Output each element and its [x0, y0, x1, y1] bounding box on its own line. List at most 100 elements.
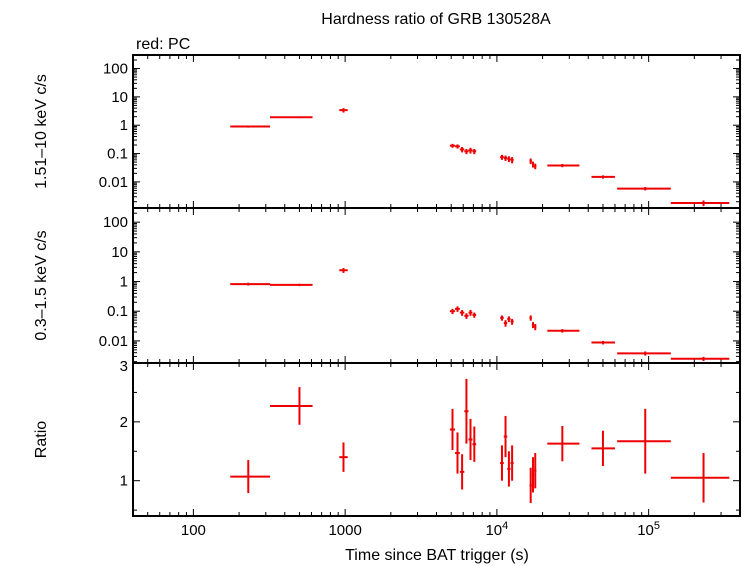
- data-point: [230, 460, 271, 494]
- data-point: [531, 161, 535, 168]
- y-tick-label: 1: [120, 117, 128, 134]
- data-point: [500, 154, 504, 160]
- data-point: [507, 156, 511, 163]
- y-axis-label: 1.51–10 keV c/s: [33, 74, 50, 189]
- y-tick-marks: [133, 362, 740, 511]
- data-point: [547, 329, 580, 333]
- y-tick-label: 3: [120, 358, 128, 375]
- panel-hard-band: 100 10 1 0.1 0.01 1.51–10 keV c/s: [33, 54, 741, 209]
- data-point: [507, 451, 511, 487]
- data-point: [534, 324, 537, 331]
- data-point: [449, 143, 456, 148]
- panel-soft-band: 100 10 1 0.1 0.01 0.3–1.5 keV c/s: [33, 207, 741, 364]
- data-point: [503, 155, 508, 161]
- panel-frame: [132, 207, 741, 364]
- data-point: [339, 108, 348, 113]
- data-point: [670, 200, 730, 207]
- data-point: [547, 425, 580, 462]
- data-point: [472, 426, 477, 462]
- y-tick-label: 0.01: [99, 174, 128, 191]
- x-tick-marks: [132, 208, 741, 363]
- data-point: [547, 163, 580, 168]
- data-point: [449, 308, 456, 315]
- data-point: [529, 467, 532, 504]
- y-tick-label: 10: [111, 244, 128, 261]
- data-point: [472, 148, 477, 155]
- data-point: [464, 313, 469, 319]
- data-point: [507, 316, 511, 323]
- data-point: [339, 268, 348, 273]
- y-axis-label: 0.3–1.5 keV c/s: [33, 230, 50, 340]
- y-tick-label: 2: [120, 414, 128, 431]
- y-tick-label: 100: [103, 61, 128, 78]
- data-point: [617, 351, 671, 356]
- y-tick-label: 10: [111, 89, 128, 106]
- data-point: [617, 408, 671, 474]
- data-point: [503, 415, 508, 458]
- panel-hardness-ratio: 3 2 1 Ratio 100 1000 104 105: [33, 358, 741, 539]
- data-point: [468, 418, 473, 461]
- data-point: [670, 356, 730, 362]
- data-point: [468, 309, 473, 316]
- data-point: [459, 147, 465, 153]
- data-point: [230, 125, 271, 128]
- x-tick-exponent: 4: [502, 520, 508, 532]
- data-point: [670, 453, 730, 503]
- data-point: [270, 387, 313, 425]
- data-point: [617, 187, 671, 191]
- data-point: [534, 453, 537, 489]
- data-point: [459, 309, 465, 316]
- data-point: [270, 116, 313, 119]
- data-point: [455, 306, 460, 312]
- y-tick-label: 0.1: [107, 303, 128, 320]
- data-point: [468, 147, 473, 154]
- data-point: [510, 157, 514, 164]
- data-point: [464, 378, 469, 444]
- x-tick-label: 104: [485, 520, 508, 539]
- data-point: [503, 320, 508, 327]
- y-tick-label: 0.1: [107, 146, 128, 163]
- data-point: [510, 318, 514, 325]
- panel-frame: [132, 54, 741, 209]
- chart-title: Hardness ratio of GRB 130528A: [321, 11, 551, 28]
- data-series: [230, 108, 730, 207]
- data-point: [531, 322, 535, 329]
- x-tick-exponent: 5: [654, 520, 660, 532]
- y-tick-label: 0.01: [99, 333, 128, 350]
- panel-frame: [132, 362, 741, 517]
- y-tick-marks: [133, 207, 740, 363]
- y-tick-label: 1: [120, 473, 128, 490]
- data-point: [531, 457, 535, 493]
- data-point: [455, 144, 460, 149]
- legend-text: red: PC: [136, 36, 190, 53]
- y-tick-marks: [133, 54, 740, 203]
- data-point: [472, 312, 477, 318]
- data-point: [529, 158, 532, 164]
- data-point: [529, 315, 532, 321]
- data-point: [500, 315, 504, 321]
- data-point: [270, 283, 313, 287]
- x-tick-marks: [132, 363, 741, 516]
- data-point: [510, 445, 514, 481]
- data-point: [459, 454, 465, 490]
- data-point: [230, 282, 271, 286]
- data-point: [500, 445, 504, 481]
- x-tick-label: 100: [181, 522, 206, 539]
- data-point: [591, 340, 615, 345]
- x-tick-label: 105: [637, 520, 660, 539]
- data-point: [455, 432, 460, 474]
- x-axis-label: Time since BAT trigger (s): [345, 547, 529, 564]
- y-axis-label: Ratio: [33, 421, 50, 458]
- x-tick-marks: [132, 55, 741, 208]
- data-series: [230, 378, 730, 504]
- data-point: [464, 148, 469, 155]
- data-point: [339, 442, 348, 472]
- data-point: [534, 163, 537, 170]
- data-point: [449, 408, 456, 451]
- data-point: [591, 175, 615, 179]
- y-tick-label: 100: [103, 214, 128, 231]
- data-point: [591, 430, 615, 466]
- x-tick-label: 1000: [328, 522, 361, 539]
- data-series: [230, 268, 730, 362]
